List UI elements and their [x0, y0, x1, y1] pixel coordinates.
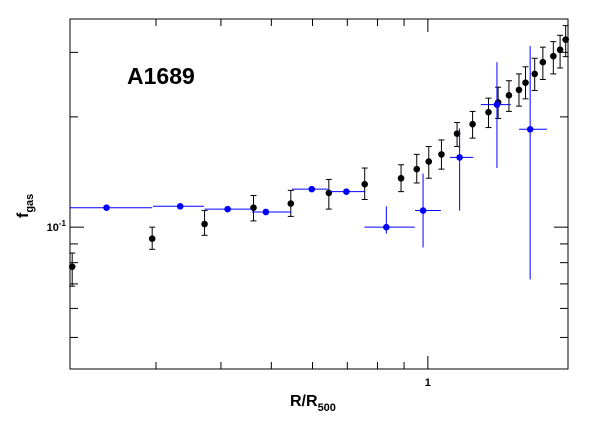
data-point	[419, 207, 427, 214]
data-point	[493, 101, 501, 108]
data-point	[515, 86, 523, 94]
data-point	[361, 180, 368, 188]
data-point	[562, 36, 569, 43]
data-point	[456, 154, 463, 161]
chart-annotation: A1689	[127, 63, 195, 89]
data-point	[522, 79, 529, 86]
data-point	[485, 108, 492, 116]
data-point	[325, 189, 333, 197]
y-axis-label: fgas	[15, 194, 36, 218]
data-point	[103, 204, 110, 212]
axis-ticks	[70, 19, 568, 369]
data-point	[224, 205, 231, 213]
x-axis-label: R/R500	[290, 393, 336, 414]
data-point	[148, 235, 156, 242]
data-point	[308, 185, 316, 193]
plot-frame	[69, 18, 569, 370]
data-point	[176, 203, 184, 210]
data-point	[531, 70, 539, 78]
data-point	[526, 125, 534, 133]
y-axis-label-main: f	[15, 212, 32, 218]
data-point	[343, 188, 350, 195]
data-point	[262, 208, 270, 216]
y-tick-label-base: 10	[47, 222, 59, 234]
data-point	[539, 58, 547, 66]
data-point	[505, 92, 513, 99]
x-axis-label-subscript: 500	[318, 402, 336, 414]
series-1	[70, 46, 547, 280]
data-point	[287, 200, 295, 207]
data-marks	[68, 25, 569, 287]
data-point	[250, 204, 257, 212]
data-point	[438, 151, 445, 158]
x-tick-label: 1	[425, 377, 431, 389]
data-point	[68, 263, 76, 270]
y-tick-label-exponent: -1	[59, 219, 67, 228]
data-point	[550, 52, 557, 60]
y-tick-label: 10-1	[47, 219, 67, 234]
data-point	[469, 120, 476, 128]
tick-labels: 1 10-1	[47, 219, 431, 389]
data-point	[453, 130, 461, 137]
y-axis-label-subscript: gas	[24, 194, 36, 213]
x-axis-label-main: R/R	[290, 393, 318, 410]
data-point	[413, 165, 421, 173]
data-point	[201, 220, 208, 228]
data-point	[556, 46, 564, 54]
data-point	[425, 158, 433, 165]
data-point	[397, 174, 405, 182]
data-point	[383, 223, 390, 231]
